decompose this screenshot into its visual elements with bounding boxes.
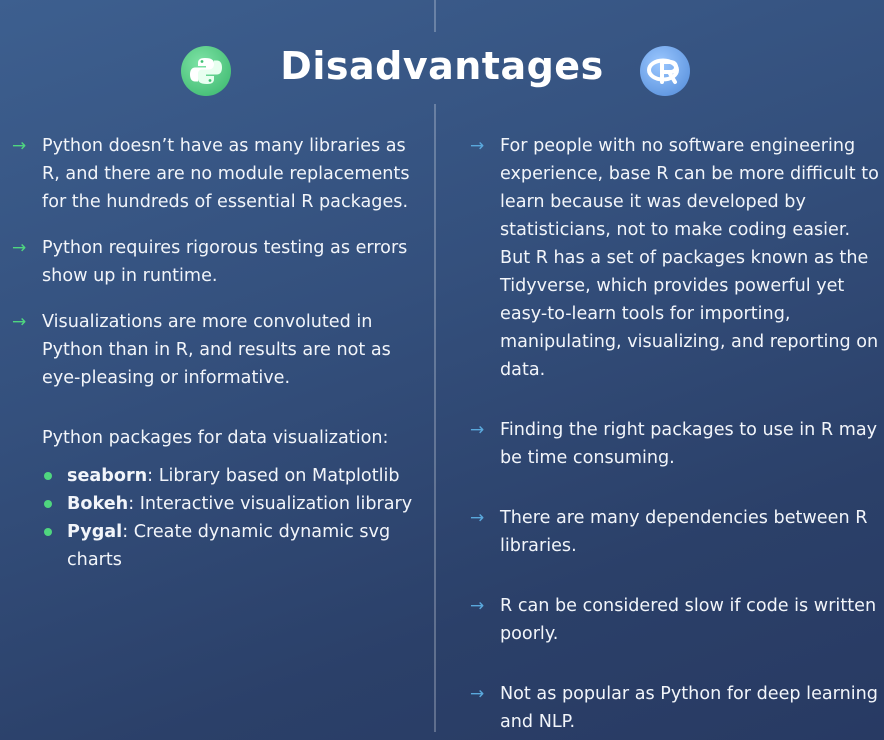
header: Disadvantages [0, 38, 884, 102]
list-item: Bokeh: Interactive visualization library [42, 490, 422, 518]
bullet-dot-icon [44, 528, 52, 536]
column-divider [434, 104, 436, 732]
arrow-right-icon: → [12, 136, 27, 156]
arrow-right-icon: → [470, 684, 485, 704]
arrow-right-icon: → [470, 420, 485, 440]
python-item: → Python requires rigorous testing as er… [12, 234, 422, 290]
python-logo-icon [181, 46, 231, 96]
packages-list: seaborn: Library based on Matplotlib Bok… [12, 462, 422, 574]
r-item: → Finding the right packages to use in R… [470, 416, 880, 472]
python-column: → Python doesn’t have as many libraries … [12, 132, 422, 574]
package-desc: : Interactive visualization library [128, 494, 413, 514]
item-text: Finding the right packages to use in R m… [500, 420, 878, 468]
package-desc: : Library based on Matplotlib [147, 466, 400, 486]
item-text: Not as popular as Python for deep learni… [500, 684, 878, 732]
package-desc: : Create dynamic dynamic svg charts [67, 522, 391, 570]
r-logo-icon [640, 46, 690, 96]
package-name: Bokeh [67, 494, 129, 514]
arrow-right-icon: → [470, 596, 485, 616]
r-item: → R can be considered slow if code is wr… [470, 592, 880, 648]
python-item: → Python doesn’t have as many libraries … [12, 132, 422, 216]
packages-heading: Python packages for data visualization: [42, 428, 389, 448]
list-item: seaborn: Library based on Matplotlib [42, 462, 422, 490]
package-name: Pygal [67, 522, 123, 542]
bullet-dot-icon [44, 472, 52, 480]
item-text: For people with no software engineering … [500, 136, 879, 380]
list-item: Pygal: Create dynamic dynamic svg charts [42, 518, 422, 574]
page-title: Disadvantages [280, 44, 604, 88]
arrow-right-icon: → [12, 312, 27, 332]
r-column: → For people with no software engineerin… [470, 132, 880, 736]
item-text: Visualizations are more convoluted in Py… [42, 312, 391, 388]
item-text: Python doesn’t have as many libraries as… [42, 136, 410, 212]
top-divider [434, 0, 436, 32]
r-item: → Not as popular as Python for deep lear… [470, 680, 880, 736]
python-item: → Visualizations are more convoluted in … [12, 308, 422, 392]
arrow-right-icon: → [470, 508, 485, 528]
package-name: seaborn [67, 466, 148, 486]
item-text: Python requires rigorous testing as erro… [42, 238, 408, 286]
r-item: → For people with no software engineerin… [470, 132, 880, 384]
arrow-right-icon: → [470, 136, 485, 156]
item-text: There are many dependencies between R li… [500, 508, 868, 556]
arrow-right-icon: → [12, 238, 27, 258]
item-text: R can be considered slow if code is writ… [500, 596, 877, 644]
bullet-dot-icon [44, 500, 52, 508]
r-item: → There are many dependencies between R … [470, 504, 880, 560]
